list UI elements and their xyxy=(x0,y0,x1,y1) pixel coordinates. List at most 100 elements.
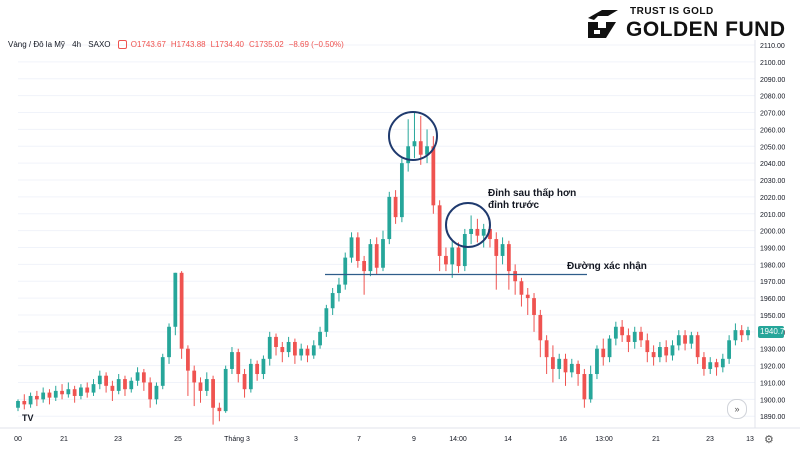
candle-body xyxy=(97,375,102,385)
time-tick-label: 21 xyxy=(60,436,68,443)
candle-body xyxy=(595,348,599,375)
settings-gear-icon[interactable]: ⚙ xyxy=(764,434,774,446)
candle-body xyxy=(632,331,637,342)
candle-body xyxy=(368,244,373,272)
candle-body xyxy=(47,392,52,398)
candle-body xyxy=(223,368,228,412)
candle-body xyxy=(349,237,354,258)
candle-body xyxy=(217,407,222,412)
candle-body xyxy=(85,387,90,393)
time-tick-label: 14 xyxy=(504,436,512,443)
logo-name: GOLDEN FUND xyxy=(626,18,786,41)
candle-body xyxy=(192,370,197,383)
candle-body xyxy=(676,335,681,346)
time-tick-label: 23 xyxy=(114,436,122,443)
price-tick-label: 1950.00 xyxy=(760,313,785,320)
price-tick-label: 1960.00 xyxy=(760,296,785,303)
candle-body xyxy=(104,375,108,386)
candle-body xyxy=(513,271,518,282)
scroll-to-latest-icon[interactable]: » xyxy=(727,399,747,419)
candle-body xyxy=(506,244,511,272)
candle-body xyxy=(318,331,322,346)
candle-body xyxy=(34,395,39,400)
tradingview-logo-icon[interactable]: TV xyxy=(22,413,34,423)
price-tick-label: 2040.00 xyxy=(760,161,785,168)
candle-body xyxy=(613,326,618,339)
data-source: SAXO xyxy=(88,40,111,49)
interval[interactable]: 4h xyxy=(72,40,82,49)
candle-body xyxy=(330,293,335,309)
candle-body xyxy=(355,237,360,261)
candle-body xyxy=(129,380,134,390)
candle-body xyxy=(462,234,467,267)
candle-body xyxy=(670,345,675,356)
time-tick-label: 13:00 xyxy=(595,436,613,443)
candle-body xyxy=(538,314,543,341)
price-tick-label: 2070.00 xyxy=(760,111,785,118)
candle-body xyxy=(343,257,348,285)
candle-body xyxy=(607,338,612,358)
time-tick-label: 3 xyxy=(294,436,298,443)
candle-body xyxy=(110,385,115,391)
candle-body xyxy=(274,336,278,348)
candle-body xyxy=(79,387,83,396)
price-tick-label: 1900.00 xyxy=(760,397,785,404)
candle-body xyxy=(551,357,555,369)
time-tick-label: 9 xyxy=(412,436,416,443)
price-tick-label: 2020.00 xyxy=(760,195,785,202)
candle-body xyxy=(469,228,473,234)
price-tick-label: 1990.00 xyxy=(760,245,785,252)
price-tick-label: 1970.00 xyxy=(760,279,785,286)
price-tick-label: 2110.00 xyxy=(760,43,785,50)
time-tick-label: 25 xyxy=(174,436,182,443)
candle-body xyxy=(488,228,492,240)
lower-top-annotation-line1: Đỉnh sau thấp hơn xyxy=(488,188,577,199)
candle-body xyxy=(374,244,379,268)
candle-body xyxy=(720,358,725,368)
ohlc-change: −8.69 (−0.50%) xyxy=(288,40,344,49)
candle-body xyxy=(324,308,329,332)
ohlc-close: C1735.02 xyxy=(248,40,284,49)
candle-body xyxy=(431,146,436,206)
candle-body xyxy=(544,340,549,358)
candle-body xyxy=(173,272,178,327)
candle-body xyxy=(141,372,146,383)
candle-body xyxy=(293,341,297,356)
candle-body xyxy=(186,348,190,371)
time-tick-label: 23 xyxy=(706,436,714,443)
candle-body xyxy=(154,385,159,400)
candle-body xyxy=(72,389,77,396)
candle-body xyxy=(733,330,738,341)
second-top-circle xyxy=(445,202,491,248)
candle-body xyxy=(746,330,750,336)
candle-body xyxy=(160,357,165,386)
candle-body xyxy=(425,146,429,155)
time-tick-label: 7 xyxy=(357,436,361,443)
candle-body xyxy=(381,239,385,268)
candle-body xyxy=(437,205,442,256)
candles-layer xyxy=(16,112,750,425)
candle-body xyxy=(66,389,71,395)
price-tick-label: 1980.00 xyxy=(760,262,785,269)
candle-body xyxy=(525,294,530,299)
time-axis: 00 21 23 25 Tháng 3 3 7 9 14:00 14 16 13:00 21 23 13 xyxy=(14,436,754,443)
price-tick-label: 2090.00 xyxy=(760,77,785,84)
price-tick-label: 2100.00 xyxy=(760,60,785,67)
candle-body xyxy=(261,358,266,375)
candle-body xyxy=(211,379,215,408)
price-tick-label: 2050.00 xyxy=(760,144,785,151)
candle-body xyxy=(695,335,700,358)
candle-body xyxy=(664,347,669,356)
candle-body xyxy=(53,390,58,398)
candle-body xyxy=(557,358,562,369)
price-axis: 1890.001900.001910.001920.001930.001940.… xyxy=(760,43,785,421)
current-price-label: 1940.77 xyxy=(760,327,789,336)
candle-body xyxy=(456,247,461,267)
symbol-name[interactable]: Vàng / Đô la Mỹ xyxy=(8,40,65,49)
candle-body xyxy=(727,340,732,359)
candle-body xyxy=(702,357,706,369)
candle-body xyxy=(116,379,121,391)
candle-body xyxy=(305,348,310,356)
golden-fund-logo-icon xyxy=(588,10,618,38)
